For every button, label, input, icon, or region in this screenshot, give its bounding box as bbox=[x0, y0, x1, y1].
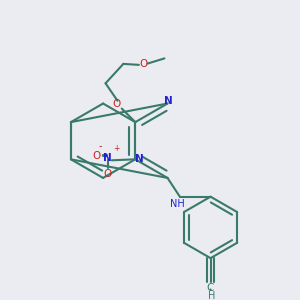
Text: O: O bbox=[139, 58, 148, 69]
Text: +: + bbox=[113, 144, 119, 153]
Text: C: C bbox=[207, 283, 214, 293]
Text: O: O bbox=[104, 169, 112, 179]
Text: H: H bbox=[208, 291, 215, 300]
Text: O: O bbox=[92, 151, 101, 161]
Text: N: N bbox=[136, 154, 144, 164]
Text: -: - bbox=[99, 141, 102, 151]
Text: N: N bbox=[164, 96, 172, 106]
Text: O: O bbox=[112, 99, 121, 109]
Text: NH: NH bbox=[170, 199, 184, 209]
Text: N: N bbox=[103, 153, 112, 163]
